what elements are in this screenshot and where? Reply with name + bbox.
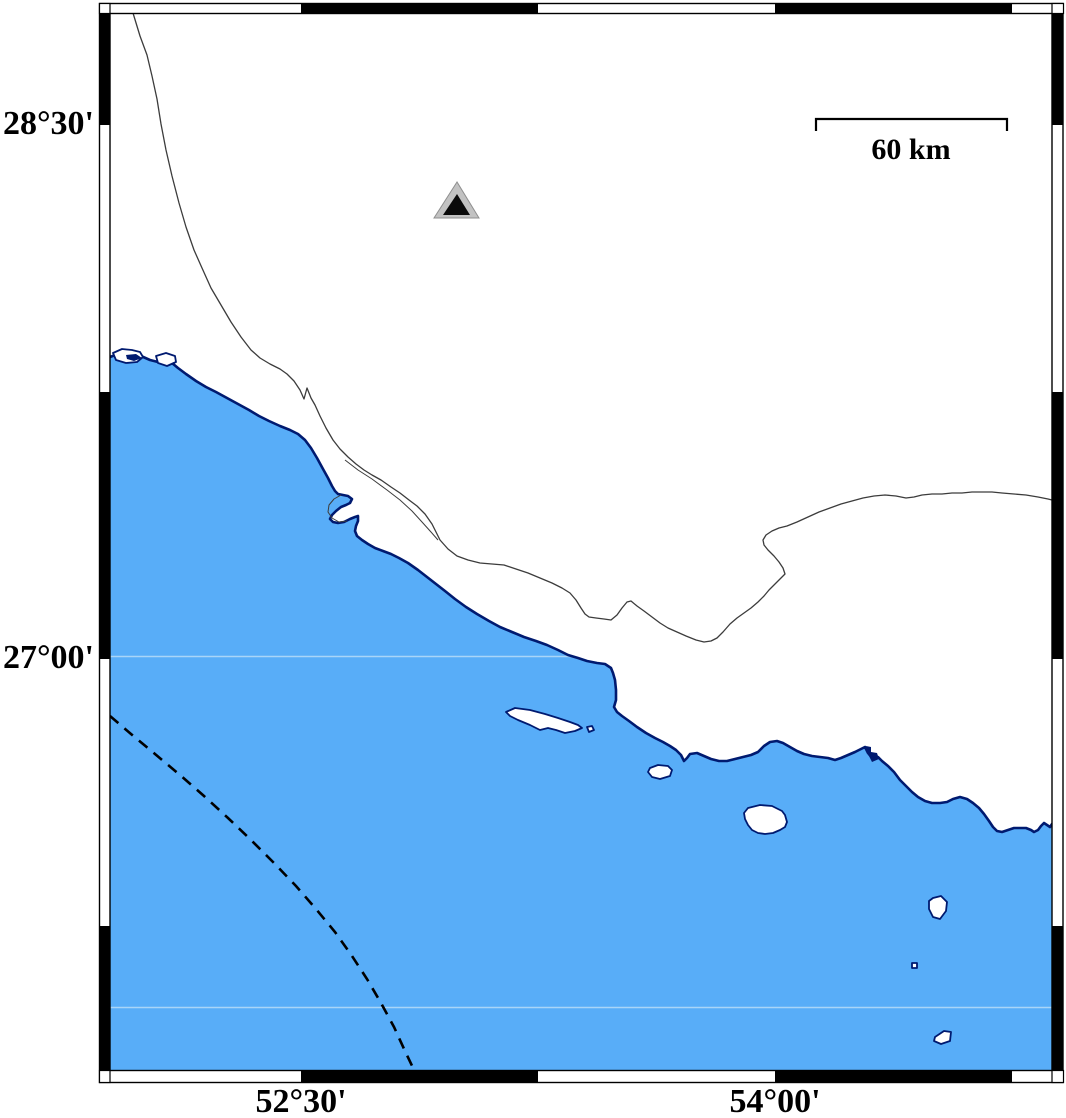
lat-label-28-30: 28°30' — [2, 105, 94, 142]
dashed-boundary-line — [109, 715, 416, 1071]
sea-area — [110, 354, 1052, 1071]
inland-border-line — [132, 12, 1053, 643]
inland-border-line-branch — [344, 459, 439, 541]
map-frame — [98, 2, 1065, 1084]
scale-bar-label: 60 km — [871, 133, 951, 166]
island — [743, 804, 788, 835]
island — [155, 352, 177, 367]
islet — [586, 725, 595, 733]
lagoon-outline — [327, 494, 348, 523]
triangle-marker-inner — [443, 194, 470, 215]
lon-label-52-30: 52°30' — [255, 1083, 347, 1118]
coastline — [108, 352, 1054, 834]
lat-label-27-00: 27°00' — [2, 639, 94, 676]
lon-label-54-00: 54°00' — [729, 1083, 821, 1118]
islet-dot — [911, 962, 918, 969]
coastal-inlet-patch — [866, 746, 879, 762]
coastal-inlet-patch — [126, 354, 142, 361]
island — [933, 1030, 952, 1045]
scale-bar — [814, 117, 1009, 131]
island — [647, 764, 673, 780]
island — [928, 895, 948, 920]
island — [505, 707, 583, 734]
